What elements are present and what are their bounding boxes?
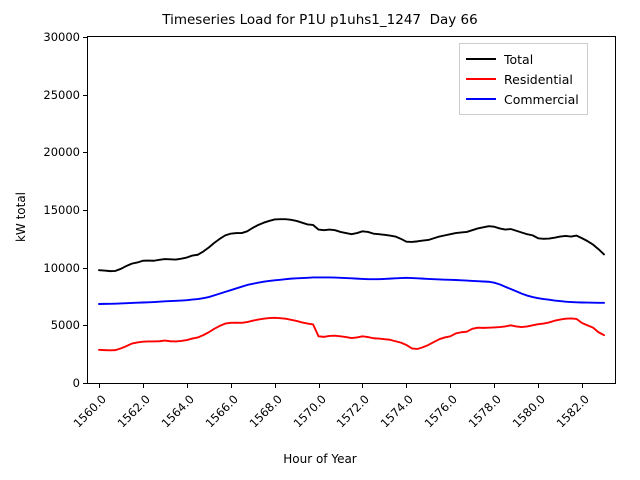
legend-swatch-icon <box>466 78 496 80</box>
x-tick-mark <box>362 384 364 388</box>
x-axis-label: Hour of Year <box>283 452 357 466</box>
series-line-commercial <box>98 276 605 305</box>
legend-label: Residential <box>504 71 573 87</box>
y-tick-label: 10000 <box>43 260 80 275</box>
y-tick-mark <box>83 267 87 269</box>
x-tick-mark <box>186 384 188 388</box>
legend-item-total[interactable]: Total <box>466 49 579 69</box>
x-tick-mark <box>406 384 408 388</box>
legend-label: Total <box>504 51 534 67</box>
legend-swatch-icon <box>466 58 496 60</box>
x-tick-mark <box>318 384 320 388</box>
y-tick-label: 0 <box>72 376 80 390</box>
x-tick-mark <box>582 384 584 388</box>
x-tick-mark <box>142 384 144 388</box>
legend-item-residential[interactable]: Residential <box>466 69 579 89</box>
plot-area <box>87 36 616 384</box>
y-tick-label: 25000 <box>43 87 80 102</box>
series-line-total <box>98 218 605 273</box>
legend-item-commercial[interactable]: Commercial <box>466 89 579 109</box>
y-axis-tick-labels: 0 5000 10000 15000 20000 25000 30000 <box>0 0 80 480</box>
y-tick-label: 20000 <box>43 145 80 160</box>
chart-legend: Total Residential Commercial <box>459 43 588 115</box>
y-tick-label: 30000 <box>43 30 80 44</box>
y-tick-mark <box>83 37 87 38</box>
y-tick-label: 15000 <box>43 203 80 217</box>
x-tick-mark <box>230 384 232 388</box>
x-tick-mark <box>538 384 540 388</box>
y-tick-mark <box>83 152 87 154</box>
x-tick-mark <box>98 384 100 388</box>
y-tick-mark <box>83 94 87 96</box>
x-tick-mark <box>494 384 496 388</box>
x-tick-mark <box>274 384 276 388</box>
x-tick-mark <box>450 384 452 388</box>
legend-swatch-icon <box>466 98 496 100</box>
chart-title: Timeseries Load for P1U p1uhs1_1247 Day … <box>162 12 478 28</box>
y-tick-mark <box>83 325 87 327</box>
y-tick-mark <box>83 210 87 211</box>
y-tick-mark <box>83 383 87 384</box>
y-axis-label: kW total <box>14 191 28 243</box>
series-line-residential <box>98 316 605 352</box>
legend-label: Commercial <box>504 91 579 107</box>
series-lines <box>98 218 605 352</box>
y-tick-label: 5000 <box>50 318 80 333</box>
